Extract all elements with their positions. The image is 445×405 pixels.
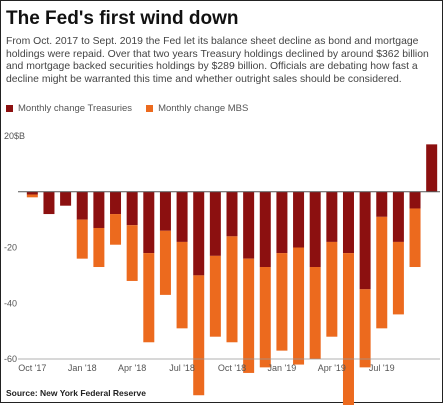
legend-label-mbs: Monthly change MBS bbox=[158, 103, 249, 114]
bar-mbs bbox=[159, 230, 171, 295]
bar-treasuries bbox=[359, 191, 371, 290]
bar-treasuries bbox=[43, 191, 55, 215]
x-tick-label: Jan '19 bbox=[268, 363, 297, 373]
bar-treasuries bbox=[426, 144, 438, 192]
legend-swatch-mbs bbox=[146, 105, 154, 112]
x-tick-label: Jul '18 bbox=[169, 363, 195, 373]
chart-title: The Fed's first wind down bbox=[6, 8, 239, 29]
bar-mbs bbox=[93, 227, 105, 268]
y-tick-label: -40 bbox=[4, 298, 17, 308]
bar-mbs bbox=[226, 236, 238, 343]
x-tick-label: Apr '18 bbox=[118, 363, 146, 373]
x-tick-label: Jul '19 bbox=[369, 363, 395, 373]
y-tick-label: -20 bbox=[4, 243, 17, 253]
bar-mbs bbox=[193, 275, 205, 396]
y-tick-label: -60 bbox=[4, 354, 17, 364]
bar-treasuries bbox=[243, 191, 255, 259]
x-tick-label: Oct '17 bbox=[18, 363, 46, 373]
bar-mbs bbox=[26, 194, 38, 198]
bar-treasuries bbox=[259, 191, 271, 268]
bar-mbs bbox=[176, 241, 188, 329]
bar-mbs bbox=[110, 214, 122, 245]
bar-treasuries bbox=[126, 191, 138, 226]
bar-mbs bbox=[126, 225, 138, 281]
bar-mbs bbox=[293, 247, 305, 365]
bar-mbs bbox=[243, 258, 255, 373]
bar-mbs bbox=[359, 289, 371, 368]
bar-treasuries bbox=[76, 191, 88, 220]
chart-legend: Monthly change Treasuries Monthly change… bbox=[6, 103, 262, 114]
legend-swatch-treasuries bbox=[6, 105, 13, 112]
y-tick-label: 20$B bbox=[4, 131, 25, 141]
bar-treasuries bbox=[342, 191, 354, 254]
bar-mbs bbox=[326, 241, 338, 337]
bar-treasuries bbox=[159, 191, 171, 231]
bar-treasuries bbox=[93, 191, 105, 228]
bar-mbs bbox=[309, 267, 321, 359]
bar-mbs bbox=[209, 255, 221, 337]
bar-treasuries bbox=[60, 191, 72, 206]
x-tick-label: Oct '18 bbox=[218, 363, 246, 373]
bar-mbs bbox=[76, 219, 88, 259]
bar-mbs bbox=[392, 241, 404, 315]
x-tick-label: Apr '19 bbox=[318, 363, 346, 373]
bar-mbs bbox=[376, 216, 388, 329]
legend-item-treasuries: Monthly change Treasuries bbox=[6, 103, 132, 114]
bar-treasuries bbox=[293, 191, 305, 248]
bar-treasuries bbox=[226, 191, 238, 237]
bar-treasuries bbox=[392, 191, 404, 242]
bar-treasuries bbox=[26, 191, 38, 195]
bar-treasuries bbox=[193, 191, 205, 276]
bar-mbs bbox=[276, 253, 288, 351]
bar-treasuries bbox=[409, 191, 421, 209]
bar-mbs bbox=[409, 208, 421, 268]
legend-label-treasuries: Monthly change Treasuries bbox=[18, 103, 133, 114]
bar-treasuries bbox=[376, 191, 388, 217]
x-tick-label: Jan '18 bbox=[68, 363, 97, 373]
bar-treasuries bbox=[176, 191, 188, 242]
legend-item-mbs: Monthly change MBS bbox=[146, 103, 248, 114]
chart-source: Source: New York Federal Reserve bbox=[6, 388, 147, 398]
bar-treasuries bbox=[209, 191, 221, 256]
bar-treasuries bbox=[326, 191, 338, 242]
bar-treasuries bbox=[110, 191, 122, 215]
bar-treasuries bbox=[276, 191, 288, 254]
bar-mbs bbox=[342, 253, 354, 405]
bar-treasuries bbox=[143, 191, 155, 254]
chart-subtitle: From Oct. 2017 to Sept. 2019 the Fed let… bbox=[6, 36, 429, 85]
bar-mbs bbox=[259, 267, 271, 368]
bar-mbs bbox=[143, 253, 155, 343]
bar-treasuries bbox=[309, 191, 321, 268]
